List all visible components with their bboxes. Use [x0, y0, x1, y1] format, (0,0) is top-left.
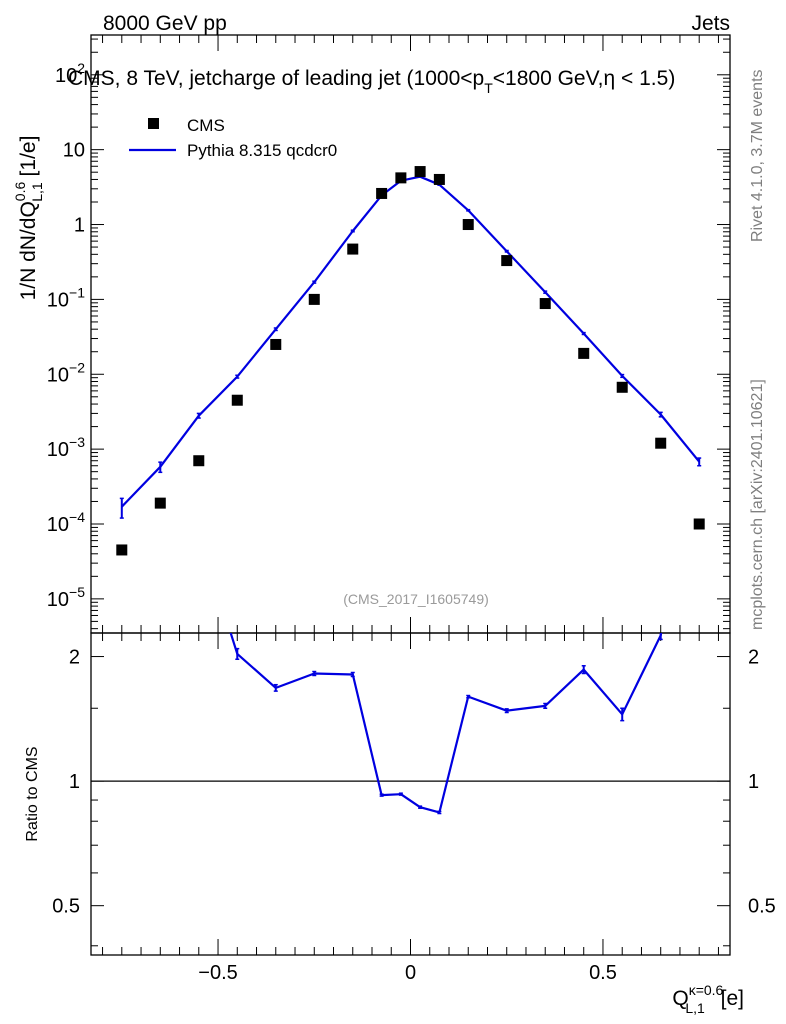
- y-tick-label: 10−5: [47, 584, 85, 611]
- cms-data-point: [395, 172, 407, 184]
- cms-data-point: [655, 437, 667, 449]
- cms-data-point: [462, 219, 474, 231]
- pythia-curve-group: [119, 175, 702, 519]
- legend-cms-marker: [148, 118, 159, 129]
- x-axis-label-sub: L,1: [685, 1000, 705, 1016]
- y-tick-label: 10−4: [47, 509, 85, 536]
- legend: CMS Pythia 8.315 qcdcr0: [129, 116, 337, 160]
- ratio-axis-label-text: Ratio to CMS: [24, 746, 41, 841]
- cms-markers-group: [116, 166, 705, 556]
- ratio-curve: [229, 633, 663, 814]
- ratio-axis-ticks: [91, 633, 730, 955]
- rivet-side-label-text: Rivet 4.1.0, 3.7M events: [749, 69, 766, 242]
- cms-data-point: [693, 518, 705, 530]
- svg-text:1/N dN/dQ0.6L,1 [1/e]: 1/N dN/dQ0.6L,1 [1/e]: [12, 136, 45, 301]
- plot-title-suffix: <1800 GeV,η < 1.5): [493, 67, 676, 90]
- header-collision-label: 8000 GeV pp: [103, 12, 227, 35]
- legend-pythia-label: Pythia 8.315 qcdcr0: [187, 141, 337, 160]
- cms-data-point: [539, 298, 551, 310]
- x-axis-label-main: Q: [672, 987, 688, 1010]
- y-axis-label-main: 1/N dN/dQ: [17, 201, 40, 300]
- ratio-tick-label-right: 0.5: [748, 896, 776, 918]
- ratio-curve-group: [229, 633, 663, 815]
- header-process-label: Jets: [691, 12, 730, 35]
- rivet-side-label: Rivet 4.1.0, 3.7M events: [749, 69, 766, 242]
- y-tick-label: 10−2: [47, 359, 85, 386]
- ratio-tick-labels: 0.5 0.5 1 1 2 2: [52, 647, 776, 918]
- ratio-axis-label: Ratio to CMS: [24, 746, 41, 841]
- x-tick-labels: −0.5 0 0.5: [198, 962, 617, 984]
- ratio-plot-frame: [90, 632, 731, 956]
- cms-data-point: [578, 347, 590, 359]
- ratio-tick-label-right: 2: [748, 647, 759, 669]
- mcplots-side-label: mcplots.cern.ch [arXiv:2401.10621]: [749, 379, 766, 630]
- cms-data-point: [433, 173, 445, 185]
- x-axis-label-sup: κ=0.6: [689, 982, 724, 998]
- cms-data-point: [347, 243, 359, 255]
- cms-data-point: [376, 187, 388, 199]
- y-tick-labels: 10−5 10−4 10−3 10−2 10−1 1 10 102: [47, 60, 85, 611]
- plot-title: CMS, 8 TeV, jetcharge of leading jet (10…: [68, 67, 675, 96]
- x-axis-label: Qκ=0.6 L,1 [e]: [672, 982, 744, 1016]
- y-axis-label-sub: L,1: [29, 182, 45, 202]
- pythia-curve: [121, 175, 701, 508]
- legend-cms-label: CMS: [187, 116, 225, 135]
- analysis-id-label: (CMS_2017_I1605749): [343, 591, 489, 607]
- cms-data-point: [270, 338, 282, 350]
- cms-data-point: [501, 255, 513, 267]
- y-axis-label-sup: 0.6: [12, 182, 28, 202]
- x-axis-label-unit: [e]: [715, 987, 744, 1010]
- y-tick-label: 10: [63, 140, 85, 162]
- cms-data-point: [414, 166, 426, 178]
- y-tick-label: 10−3: [47, 434, 85, 461]
- y-tick-label: 102: [55, 60, 85, 87]
- plot-title-prefix: CMS, 8 TeV, jetcharge of leading jet (10…: [68, 67, 484, 90]
- main-axis-ticks: [91, 35, 730, 633]
- y-tick-label: 10−1: [47, 284, 85, 311]
- cms-data-point: [308, 293, 320, 305]
- mcplots-side-label-text: mcplots.cern.ch [arXiv:2401.10621]: [749, 379, 766, 630]
- ratio-tick-label-left: 0.5: [52, 896, 80, 918]
- cms-data-point: [193, 455, 205, 467]
- y-tick-label: 1: [74, 215, 85, 237]
- cms-data-point: [231, 394, 243, 406]
- cms-data-point: [154, 497, 166, 509]
- x-tick-label: 0: [405, 962, 416, 984]
- x-tick-label: 0.5: [589, 962, 617, 984]
- cms-data-point: [616, 381, 628, 393]
- ratio-tick-label-left: 2: [69, 647, 80, 669]
- cms-data-point: [116, 544, 128, 556]
- ratio-tick-label-right: 1: [748, 771, 759, 793]
- ratio-tick-label-left: 1: [69, 771, 80, 793]
- plot-title-subscript: T: [484, 80, 493, 96]
- x-tick-label: −0.5: [198, 962, 237, 984]
- y-axis-label: 1/N dN/dQ0.6L,1 [1/e]: [12, 136, 45, 301]
- y-axis-label-unit: [1/e]: [17, 136, 40, 183]
